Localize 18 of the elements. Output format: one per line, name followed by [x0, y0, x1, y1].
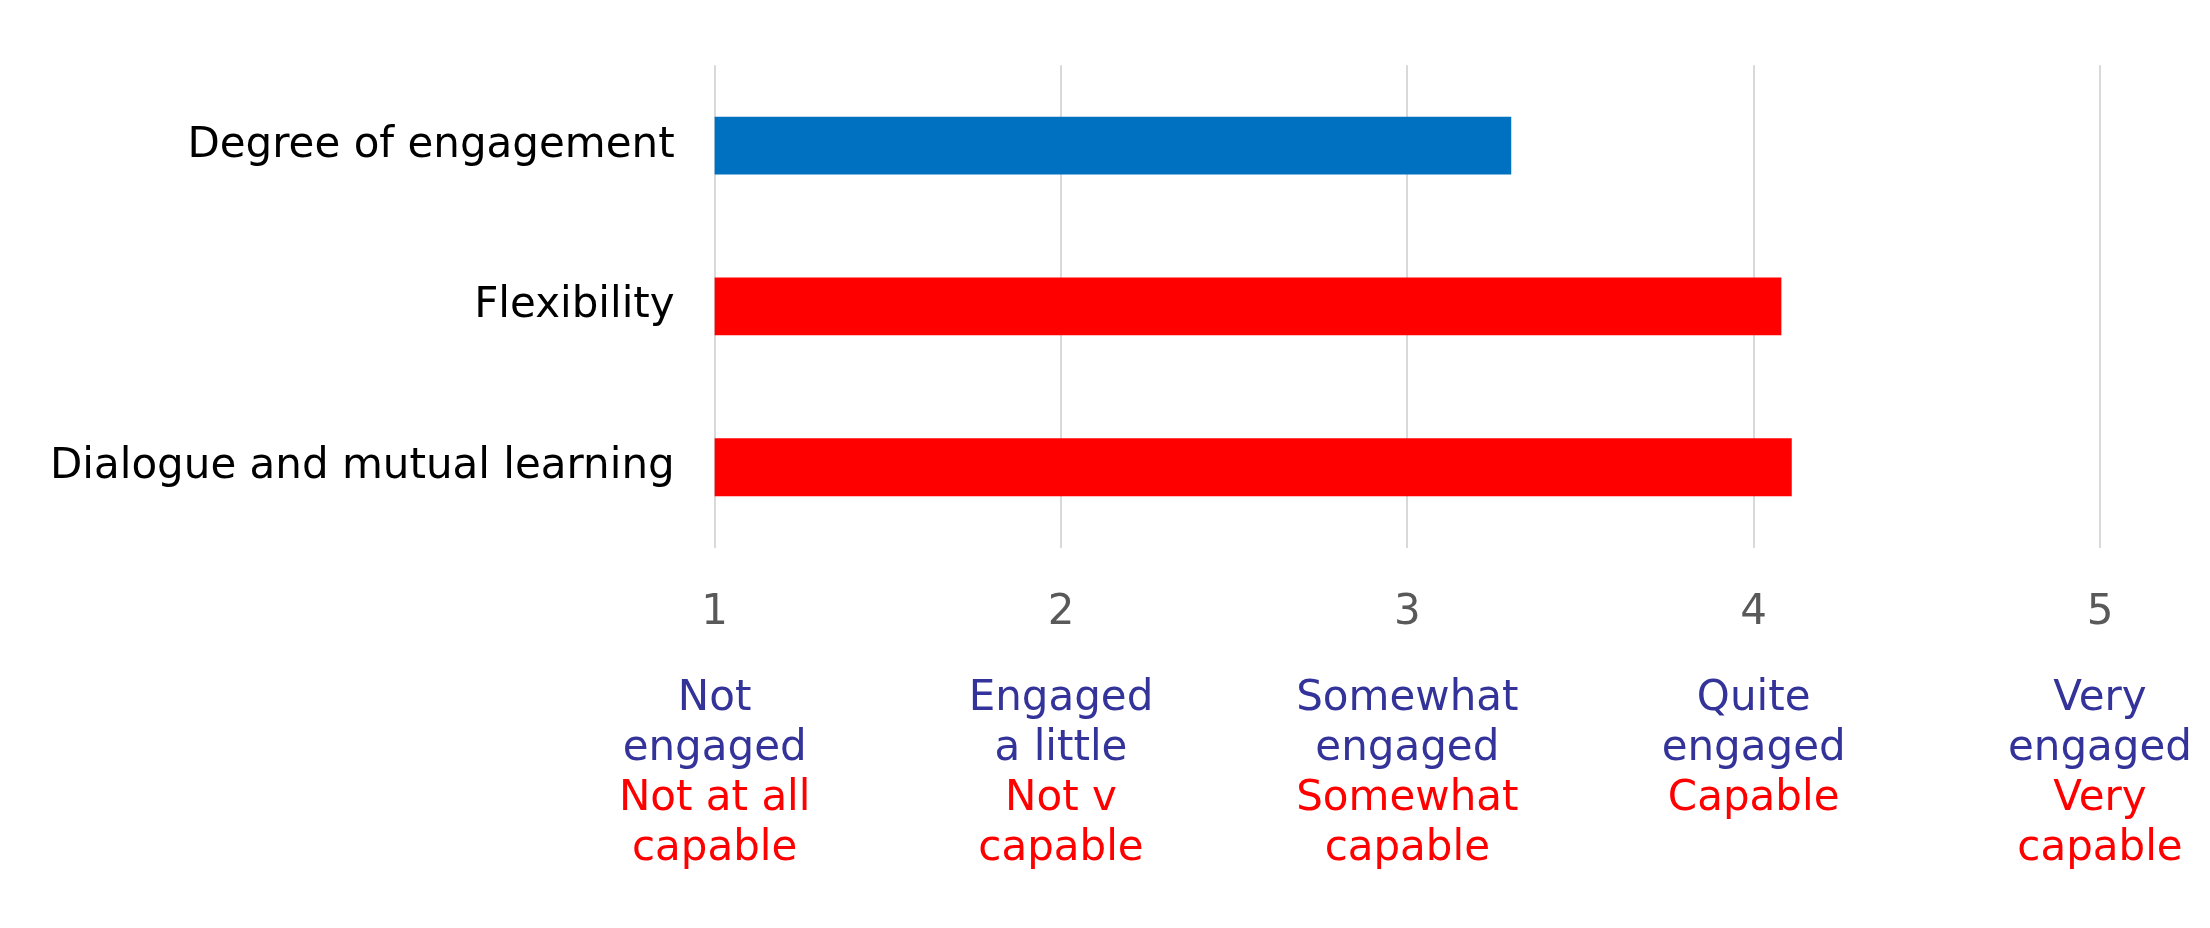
x-tick-label: 4	[1740, 584, 1768, 634]
text: Not v capable	[978, 770, 1144, 870]
y-tick-label: Dialogue and mutual learning	[50, 439, 675, 489]
text: Very engaged	[2007, 670, 2193, 770]
y-tick-label: Degree of engagement	[187, 117, 675, 167]
text: Quite engaged	[1661, 670, 1846, 770]
x-tick-label: 5	[2086, 584, 2114, 634]
text: Very capable	[2017, 770, 2183, 870]
text: Capable	[1667, 770, 1840, 820]
y-tick-label: Flexibility	[474, 278, 675, 328]
x-tick-label: 1	[701, 584, 729, 634]
text: Not at all capable	[618, 770, 811, 870]
text: Somewhat capable	[1296, 770, 1519, 870]
text: Engaged a little	[968, 670, 1154, 770]
x-tick-label: 3	[1393, 584, 1421, 634]
x-tick-label: 2	[1047, 584, 1075, 634]
text: Not engaged	[622, 670, 807, 770]
text: Somewhat engaged	[1296, 670, 1519, 770]
